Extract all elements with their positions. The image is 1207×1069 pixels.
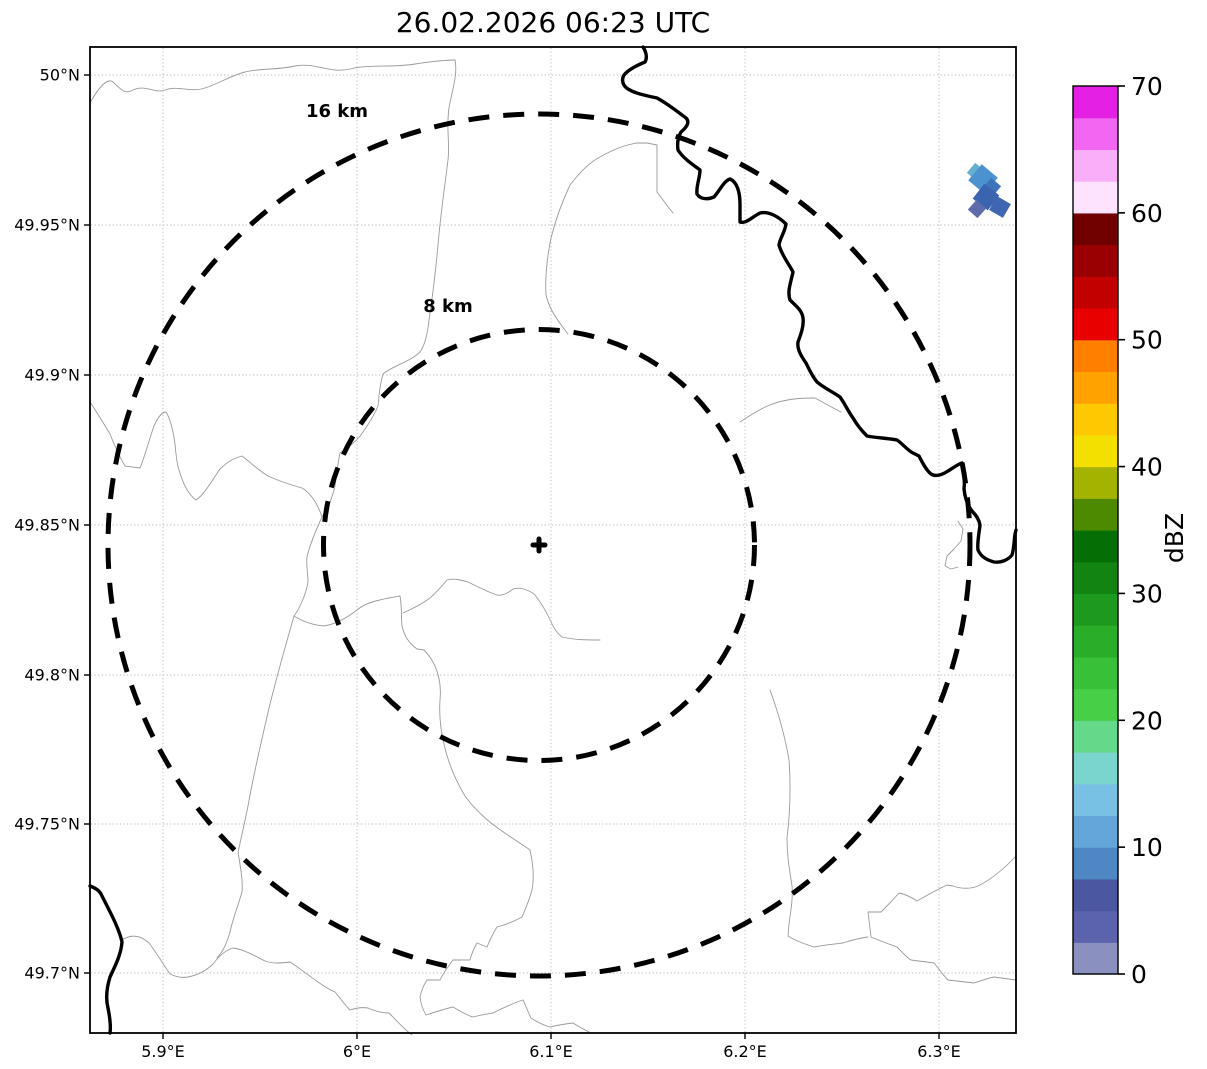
colorbar-segment bbox=[1073, 878, 1118, 912]
y-tick-label: 50°N bbox=[40, 66, 80, 85]
colorbar-segment bbox=[1073, 498, 1118, 531]
radar-echo-cell bbox=[989, 196, 1011, 218]
admin-boundary-line bbox=[569, 142, 674, 214]
colorbar-segment bbox=[1073, 688, 1118, 721]
y-tick-label: 49.95°N bbox=[14, 216, 80, 235]
colorbar-segment bbox=[1073, 181, 1118, 214]
range-ring-label-8km: 8 km bbox=[423, 296, 473, 317]
colorbar-tick-label: 70 bbox=[1131, 72, 1163, 101]
admin-boundary-line bbox=[769, 689, 869, 948]
admin-boundary-line bbox=[321, 59, 457, 518]
colorbar-tick-label: 20 bbox=[1131, 706, 1163, 735]
colorbar-segment bbox=[1073, 149, 1118, 182]
x-tick-label: 6.3°E bbox=[917, 1042, 961, 1061]
colorbar-segment bbox=[1073, 466, 1118, 499]
colorbar-segment bbox=[1073, 625, 1118, 658]
colorbar-segment bbox=[1073, 720, 1118, 753]
colorbar-label: dBZ bbox=[1160, 513, 1189, 563]
axis-labels: 5.9°E 6°E 6.1°E 6.2°E 6.3°E 50°N 49.95°N 49.9°N… bbox=[14, 66, 961, 1062]
range-rings: 16 km 8 km bbox=[105, 101, 973, 979]
colorbar-segment bbox=[1073, 942, 1118, 975]
y-tick-label: 49.7°N bbox=[24, 964, 80, 983]
y-tick-label: 49.8°N bbox=[24, 666, 80, 685]
range-ring-label-16km: 16 km bbox=[306, 101, 368, 122]
y-tick-label: 49.9°N bbox=[24, 366, 80, 385]
colorbar-segment bbox=[1073, 752, 1118, 785]
radar-site-marker bbox=[530, 536, 548, 554]
colorbar-tick-label: 40 bbox=[1131, 453, 1163, 482]
x-tick-label: 5.9°E bbox=[141, 1042, 185, 1061]
admin-boundary-line bbox=[89, 401, 323, 518]
colorbar-segment bbox=[1073, 434, 1118, 468]
admin-boundary-line bbox=[739, 397, 842, 423]
admin-boundary-line bbox=[419, 649, 592, 1034]
x-tick-label: 6.2°E bbox=[723, 1042, 767, 1061]
admin-boundary-line bbox=[293, 516, 425, 651]
colorbar-segment bbox=[1073, 371, 1118, 404]
colorbar-segment bbox=[1073, 339, 1118, 373]
figure-title: 26.02.2026 06:23 UTC bbox=[395, 6, 711, 39]
admin-boundary-line bbox=[944, 520, 964, 570]
latlon-grid bbox=[91, 48, 1015, 1032]
map-frame bbox=[89, 46, 1017, 1034]
admin-boundary-line bbox=[216, 615, 295, 959]
colorbar-segment bbox=[1073, 86, 1118, 119]
colorbar-outline bbox=[1072, 85, 1119, 975]
colorbar-segment bbox=[1073, 308, 1118, 341]
range-ring-8km bbox=[321, 327, 757, 763]
colorbar-segment bbox=[1073, 847, 1118, 880]
admin-boundaries bbox=[89, 59, 1017, 1036]
admin-boundary-line bbox=[402, 578, 601, 641]
river-line bbox=[88, 884, 124, 1035]
colorbar-segment bbox=[1073, 815, 1118, 848]
y-tick-label: 49.85°N bbox=[14, 516, 80, 535]
colorbar-segment bbox=[1073, 561, 1118, 595]
colorbar-segment bbox=[1073, 910, 1118, 943]
colorbar-tick-label: 50 bbox=[1131, 326, 1163, 355]
admin-boundary-line bbox=[545, 184, 571, 335]
radar-echo-cell bbox=[967, 199, 987, 219]
colorbar-tick-label: 10 bbox=[1131, 833, 1163, 862]
colorbar-segment bbox=[1073, 117, 1118, 151]
x-tick-label: 6°E bbox=[343, 1042, 371, 1061]
admin-boundary-line bbox=[867, 855, 1017, 984]
radar-echoes bbox=[966, 162, 1011, 219]
colorbar-segment bbox=[1073, 783, 1118, 817]
colorbar-segment bbox=[1073, 403, 1118, 436]
colorbar-segment bbox=[1073, 244, 1118, 277]
colorbar-segment bbox=[1073, 212, 1118, 246]
x-tick-label: 6.1°E bbox=[529, 1042, 573, 1061]
colorbar-tick-label: 60 bbox=[1131, 199, 1163, 228]
river-line bbox=[620, 45, 1018, 564]
range-ring-16km bbox=[105, 111, 973, 979]
colorbar-segment bbox=[1073, 656, 1118, 690]
admin-boundary-line bbox=[89, 59, 456, 104]
colorbar-segment bbox=[1073, 593, 1118, 626]
colorbar: 0 10 20 30 40 50 60 70 bbox=[1073, 72, 1163, 989]
colorbar-tick-label: 0 bbox=[1131, 960, 1147, 989]
colorbar-tick-label: 30 bbox=[1131, 579, 1163, 608]
colorbar-segment bbox=[1073, 530, 1118, 563]
rivers bbox=[88, 45, 1018, 1035]
colorbar-segment bbox=[1073, 276, 1118, 309]
admin-boundary-line bbox=[121, 935, 413, 1036]
y-tick-label: 49.75°N bbox=[14, 815, 80, 834]
